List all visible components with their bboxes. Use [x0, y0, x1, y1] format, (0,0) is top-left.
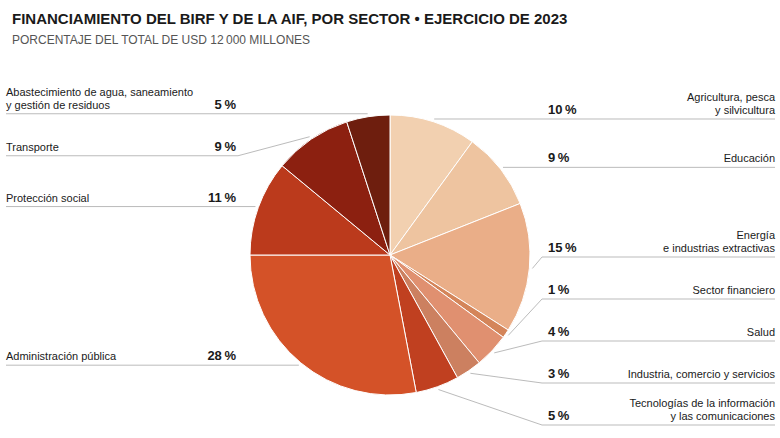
data-label: 1 % — [548, 282, 570, 297]
pie — [250, 115, 530, 395]
category-label: Administración pública — [6, 350, 117, 362]
pie-slice — [250, 255, 416, 395]
category-label: Energíae industrias extractivas — [663, 229, 776, 254]
leader-lines — [6, 114, 775, 425]
leader-line — [6, 365, 299, 366]
category-label: Educación — [724, 152, 775, 164]
category-label: Tecnologías de la informacióny las comun… — [629, 397, 775, 422]
labels: 10 % Agricultura, pescay silvicultura 9 % E… — [6, 86, 776, 423]
data-label: 5 % — [548, 408, 570, 423]
chart: FINANCIAMIENTO DEL BIRF Y DE LA AIF, POR… — [0, 0, 780, 438]
data-label: 9 % — [215, 139, 237, 154]
category-label: Transporte — [6, 141, 59, 153]
data-label: 5 % — [215, 97, 237, 112]
subtitle: PORCENTAJE DEL TOTAL DE USD 12 000 MILLO… — [12, 33, 310, 47]
title: FINANCIAMIENTO DEL BIRF Y DE LA AIF, POR… — [12, 10, 567, 27]
category-label: Salud — [747, 326, 775, 338]
category-label: Agricultura, pescay silvicultura — [687, 91, 776, 116]
leader-line — [438, 390, 775, 425]
data-label: 9 % — [548, 150, 570, 165]
leader-line — [6, 137, 310, 156]
leader-line — [494, 341, 775, 353]
leader-line — [6, 113, 368, 114]
data-label: 28 % — [207, 348, 236, 363]
category-label: Abastecimiento de agua, saneamientoy ges… — [6, 86, 193, 111]
data-label: 3 % — [548, 366, 570, 381]
data-label: 4 % — [548, 324, 570, 339]
leader-line — [532, 257, 775, 268]
data-label: 10 % — [548, 102, 577, 117]
leader-line — [6, 206, 255, 207]
category-label: Industria, comercio y servicios — [628, 368, 776, 380]
data-label: 11 % — [208, 190, 236, 205]
leader-line — [434, 118, 775, 119]
leader-line — [503, 167, 775, 168]
pie-slice — [347, 115, 390, 255]
data-label: 15 % — [548, 240, 577, 255]
category-label: Sector financiero — [692, 284, 775, 296]
category-label: Protección social — [6, 192, 89, 204]
